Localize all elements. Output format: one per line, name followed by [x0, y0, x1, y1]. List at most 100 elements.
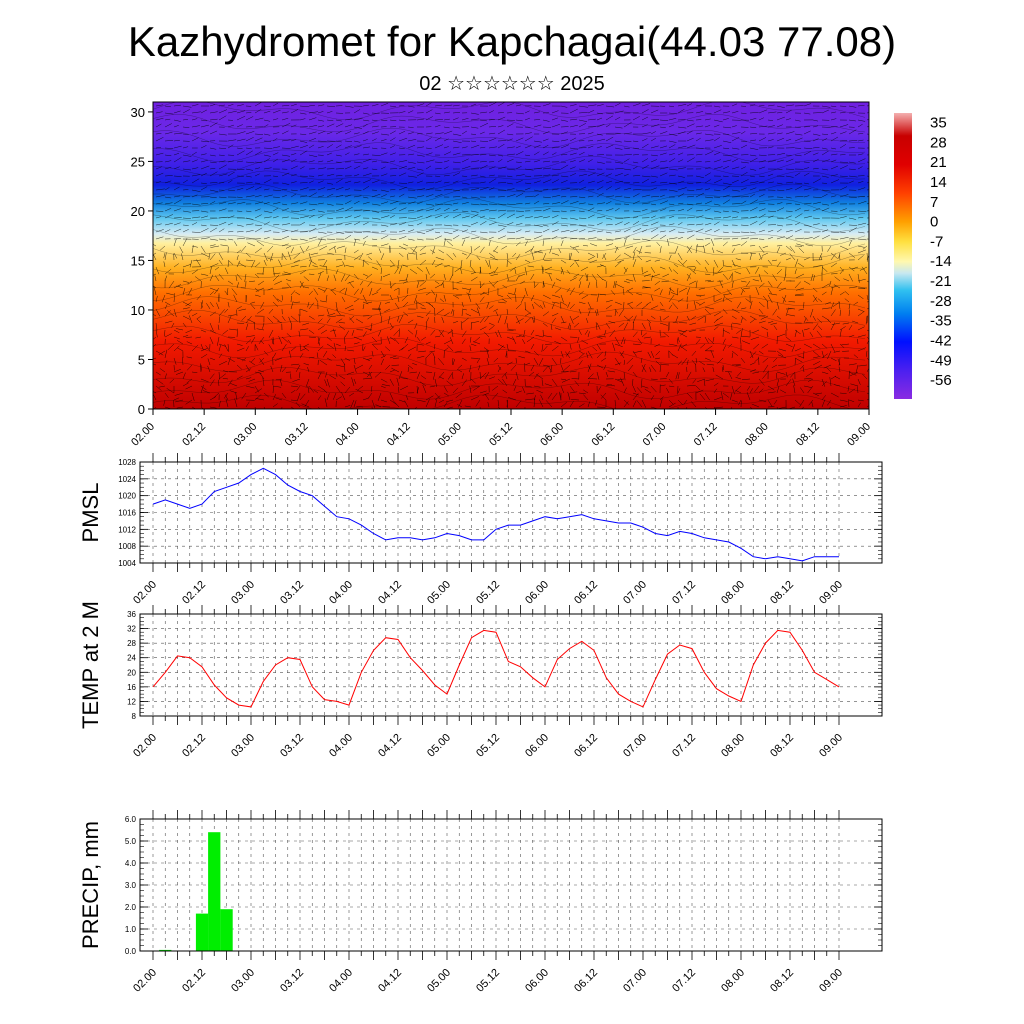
- panel-y-tick-label: 36: [127, 610, 136, 619]
- panel-x-tick-label: 09.00: [817, 732, 845, 760]
- panel-x-tick-label: 02.12: [180, 732, 208, 760]
- pmsl-panel: PMSL 1004 1008 1012 1016 1020 1024 1028 02.00 02.…: [78, 453, 883, 607]
- heatmap-x-tick-label: 08.12: [794, 421, 822, 449]
- panel-frame: [139, 461, 883, 564]
- series-line: [152, 629, 840, 708]
- panel-x-tick-label: 05.00: [425, 579, 453, 607]
- panel-x-tick-label: 08.12: [768, 967, 796, 995]
- panel-y-axis-label: PRECIP, mm: [78, 821, 103, 949]
- panel-x-tick-label: 02.00: [131, 732, 159, 760]
- wind-vectors: [153, 102, 869, 409]
- heatmap-x-tick-label: 04.00: [334, 421, 362, 449]
- heatmap-x-tick-label: 07.12: [692, 421, 720, 449]
- panel-y-tick-label: 1024: [118, 475, 136, 484]
- panel-x-tick-label: 08.00: [719, 579, 747, 607]
- chart-title: Kazhydromet for Kapchagai(44.03 77.08): [127, 18, 897, 65]
- panel-x-tick-label: 03.00: [229, 579, 257, 607]
- heatmap-x-tick-label: 04.12: [385, 421, 413, 449]
- panel-x-tick-label: 05.00: [425, 732, 453, 760]
- panel-x-tick-label: 02.00: [131, 967, 159, 995]
- panel-y-tick-label: 2.0: [125, 903, 137, 912]
- panel-x-tick-label: 08.00: [719, 967, 747, 995]
- chart-subtitle: 02 ☆☆☆☆☆☆ 2025: [419, 73, 605, 95]
- panel-x-tick-label: 07.00: [621, 732, 649, 760]
- heatmap-y-tick-label: 5: [138, 352, 145, 367]
- colorbar-label: -35: [930, 313, 952, 330]
- temp-panel: TEMP at 2 M 8 12 16 20 24 28 32 36 02.00 02.12 03.0…: [78, 601, 883, 760]
- panel-x-tick-label: 05.12: [474, 579, 502, 607]
- panel-y-tick-label: 1004: [118, 559, 136, 568]
- colorbar-label: 21: [930, 154, 947, 171]
- precip-bar: [195, 913, 209, 951]
- panel-y-tick-label: 1012: [118, 525, 136, 534]
- heatmap-x-tick-label: 06.00: [538, 421, 566, 449]
- panel-y-axis-label: PMSL: [78, 483, 103, 543]
- panel-y-tick-label: 16: [127, 683, 136, 692]
- panel-x-tick-label: 04.12: [376, 732, 404, 760]
- heatmap-x-tick-label: 07.00: [641, 421, 669, 449]
- panel-x-tick-label: 04.12: [376, 579, 404, 607]
- panel-x-tick-label: 03.00: [229, 967, 257, 995]
- panel-x-tick-label: 09.00: [817, 967, 845, 995]
- panel-y-tick-label: 1020: [118, 492, 136, 501]
- panel-y-tick-label: 3.0: [125, 881, 137, 890]
- panel-x-tick-label: 06.12: [572, 967, 600, 995]
- panel-frame: [139, 818, 883, 952]
- panel-x-tick-label: 04.00: [327, 732, 355, 760]
- colorbar-label: -28: [930, 293, 952, 310]
- panel-y-tick-label: 28: [127, 639, 136, 648]
- panel-x-tick-label: 05.12: [474, 732, 502, 760]
- colorbar-label: 7: [930, 194, 938, 211]
- colorbar-label: 28: [930, 134, 947, 151]
- heatmap-x-tick-label: 03.12: [283, 421, 311, 449]
- series-line: [152, 467, 839, 562]
- panel-x-tick-label: 09.00: [817, 579, 845, 607]
- panel-y-tick-label: 32: [127, 625, 136, 634]
- panel-x-tick-label: 03.12: [278, 967, 306, 995]
- panel-x-tick-label: 07.12: [670, 967, 698, 995]
- precip-bar: [159, 949, 172, 951]
- panel-y-tick-label: 1008: [118, 542, 136, 551]
- heatmap-y-tick-label: 10: [131, 303, 145, 318]
- colorbar-label: -49: [930, 352, 952, 369]
- panel-x-tick-label: 03.12: [278, 732, 306, 760]
- panel-x-tick-label: 06.12: [572, 579, 600, 607]
- panel-x-tick-label: 06.00: [523, 732, 551, 760]
- panel-x-tick-label: 02.12: [180, 579, 208, 607]
- panel-x-tick-label: 07.00: [621, 967, 649, 995]
- heatmap-y-tick-label: 15: [131, 253, 145, 268]
- heatmap-y-tick-label: 20: [131, 204, 145, 219]
- heatmap-x-tick-label: 08.00: [743, 421, 771, 449]
- panel-x-tick-label: 07.12: [670, 579, 698, 607]
- colorbar-label: 35: [930, 114, 947, 131]
- panel-y-tick-label: 1028: [118, 458, 136, 467]
- panel-x-tick-label: 04.00: [327, 579, 355, 607]
- colorbar-label: -42: [930, 333, 952, 350]
- panel-y-tick-label: 12: [127, 697, 136, 706]
- heatmap-contours: [153, 102, 866, 409]
- heatmap-x-tick-label: 03.00: [231, 421, 259, 449]
- panel-y-tick-label: 1016: [118, 509, 136, 518]
- heatmap-y-tick-label: 30: [131, 105, 145, 120]
- panel-x-tick-label: 02.12: [180, 967, 208, 995]
- panel-y-tick-label: 5.0: [125, 837, 137, 846]
- panel-x-tick-label: 08.00: [719, 732, 747, 760]
- heatmap-y-tick-label: 0: [138, 402, 145, 417]
- panel-x-tick-label: 04.00: [327, 967, 355, 995]
- heatmap-x-tick-label: 02.00: [129, 421, 157, 449]
- colorbar-label: -7: [930, 233, 943, 250]
- heatmap-x-tick-label: 06.12: [589, 421, 617, 449]
- panel-x-tick-label: 07.00: [621, 579, 649, 607]
- panel-x-tick-label: 02.00: [131, 579, 159, 607]
- heatmap-x-tick-label: 05.12: [487, 421, 515, 449]
- panel-x-tick-label: 06.12: [572, 732, 600, 760]
- heatmap-y-tick-label: 25: [131, 154, 145, 169]
- panel-frame: [139, 613, 883, 717]
- panel-x-tick-label: 06.00: [523, 579, 551, 607]
- panel-x-tick-label: 03.00: [229, 732, 257, 760]
- heatmap-x-tick-label: 05.00: [436, 421, 464, 449]
- panel-y-tick-label: 0.0: [125, 947, 137, 956]
- heatmap-x-tick-label: 09.00: [845, 421, 873, 449]
- heatmap-x-tick-label: 02.12: [180, 421, 208, 449]
